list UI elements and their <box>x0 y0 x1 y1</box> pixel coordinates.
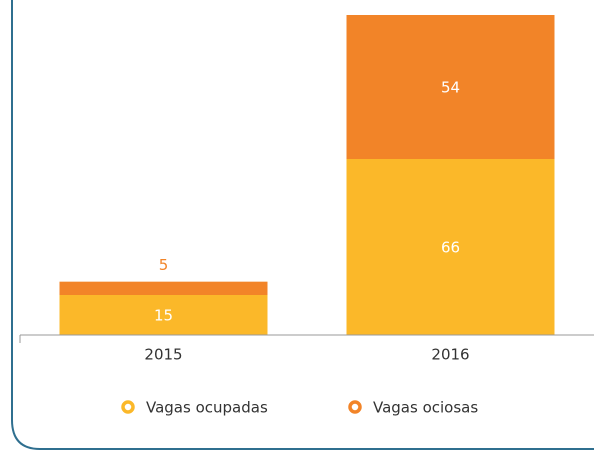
data-label: 5 <box>159 256 169 274</box>
data-label: 54 <box>441 79 460 97</box>
bar-segment <box>59 295 268 335</box>
bar-segment <box>346 159 555 335</box>
data-label: 15 <box>154 307 173 325</box>
x-tick-label: 2015 <box>144 346 182 364</box>
x-tick-label: 2016 <box>431 346 469 364</box>
legend-label: Vagas ociosas <box>373 399 478 417</box>
frame <box>11 0 594 450</box>
legend-label: Vagas ocupadas <box>146 399 268 417</box>
data-label: 66 <box>441 239 460 257</box>
legend-marker <box>348 400 362 414</box>
legend-marker <box>121 400 135 414</box>
bar-segment <box>346 15 555 159</box>
bar-segment <box>59 281 268 295</box>
